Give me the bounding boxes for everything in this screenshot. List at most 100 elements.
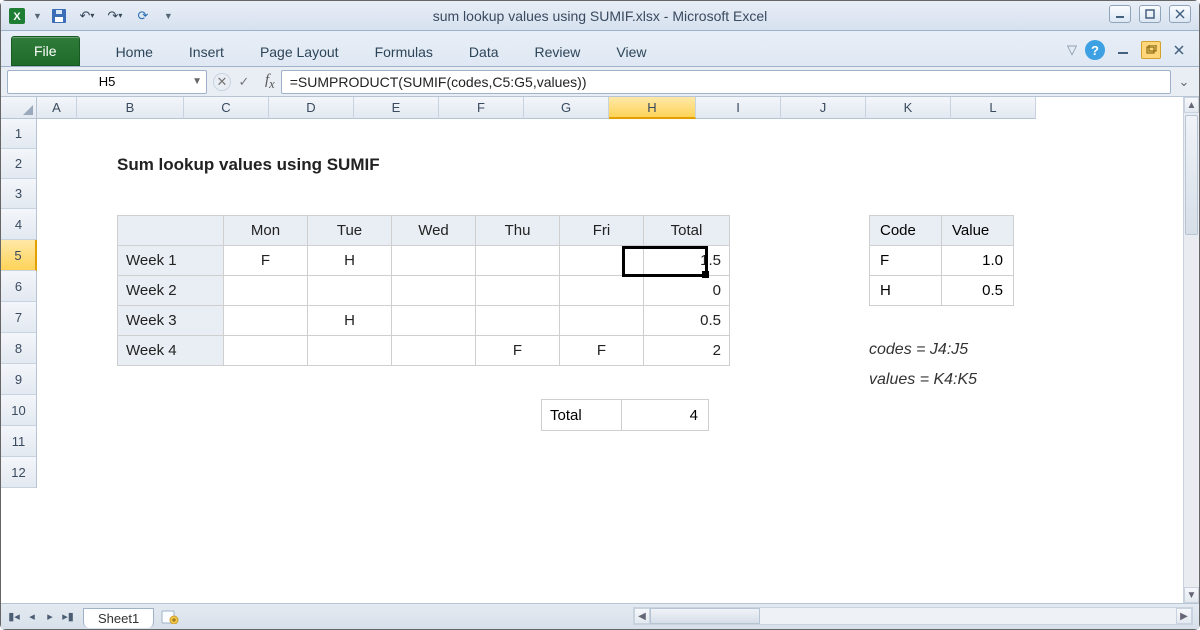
row-header-10[interactable]: 10 xyxy=(1,395,37,426)
tab-formulas[interactable]: Formulas xyxy=(357,38,451,66)
sheet-tab-sheet1[interactable]: Sheet1 xyxy=(83,608,154,628)
main-cell[interactable]: H xyxy=(308,246,392,276)
name-box-dropdown-icon[interactable]: ▼ xyxy=(192,76,202,87)
tab-home[interactable]: Home xyxy=(98,38,171,66)
formula-bar[interactable]: =SUMPRODUCT(SUMIF(codes,C5:G5,values)) xyxy=(281,70,1171,94)
main-cell[interactable] xyxy=(308,276,392,306)
qat-more-icon[interactable]: ▼ xyxy=(164,11,173,21)
sheet-nav-last-icon[interactable]: ▸▮ xyxy=(59,608,77,626)
new-sheet-icon[interactable] xyxy=(160,608,180,626)
svg-text:X: X xyxy=(13,11,21,23)
main-cell[interactable]: 0.5 xyxy=(644,306,730,336)
scroll-up-icon[interactable]: ▲ xyxy=(1184,97,1199,113)
sheet-nav-next-icon[interactable]: ▸ xyxy=(41,608,59,626)
select-all-corner[interactable] xyxy=(1,97,37,119)
row-header-3[interactable]: 3 xyxy=(1,179,37,209)
main-cell[interactable]: 2 xyxy=(644,336,730,366)
row-header-6[interactable]: 6 xyxy=(1,271,37,302)
undo-icon[interactable]: ↶▾ xyxy=(76,5,98,27)
sheet-nav-prev-icon[interactable]: ◂ xyxy=(23,608,41,626)
file-tab[interactable]: File xyxy=(11,36,80,66)
fx-icon[interactable]: fx xyxy=(265,72,275,92)
row-header-1[interactable]: 1 xyxy=(1,119,37,149)
column-header-K[interactable]: K xyxy=(866,97,951,119)
horizontal-scrollbar[interactable]: ◀ ▶ xyxy=(633,607,1193,625)
hscroll-track[interactable] xyxy=(650,608,1176,624)
main-cell[interactable] xyxy=(224,276,308,306)
name-box[interactable]: H5 ▼ xyxy=(7,70,207,94)
row-header-9[interactable]: 9 xyxy=(1,364,37,395)
close-button[interactable] xyxy=(1169,5,1191,23)
code-cell[interactable]: F xyxy=(870,246,942,276)
scroll-down-icon[interactable]: ▼ xyxy=(1184,587,1199,603)
column-header-J[interactable]: J xyxy=(781,97,866,119)
main-cell[interactable] xyxy=(476,276,560,306)
tab-data[interactable]: Data xyxy=(451,38,517,66)
row-header-2[interactable]: 2 xyxy=(1,149,37,179)
enter-formula-icon[interactable]: ✓ xyxy=(233,71,255,93)
main-cell[interactable] xyxy=(392,246,476,276)
row-header-12[interactable]: 12 xyxy=(1,457,37,488)
row-header-5[interactable]: 5 xyxy=(1,240,37,271)
row-header-11[interactable]: 11 xyxy=(1,426,37,457)
column-header-B[interactable]: B xyxy=(77,97,184,119)
doc-close-icon[interactable] xyxy=(1169,41,1189,59)
maximize-button[interactable] xyxy=(1139,5,1161,23)
doc-minimize-icon[interactable] xyxy=(1113,41,1133,59)
main-cell[interactable] xyxy=(224,306,308,336)
tab-view[interactable]: View xyxy=(598,38,664,66)
save-icon[interactable] xyxy=(48,5,70,27)
tab-insert[interactable]: Insert xyxy=(171,38,242,66)
code-cell[interactable]: H xyxy=(870,276,942,306)
vscroll-thumb[interactable] xyxy=(1185,115,1198,235)
help-icon[interactable]: ? xyxy=(1085,40,1105,60)
refresh-icon[interactable]: ⟳ xyxy=(132,5,154,27)
sheet-nav-first-icon[interactable]: ▮◂ xyxy=(5,608,23,626)
minimize-button[interactable] xyxy=(1109,5,1131,23)
value-cell[interactable]: 0.5 xyxy=(942,276,1014,306)
main-cell[interactable]: F xyxy=(224,246,308,276)
formula-bar-expand-icon[interactable]: ⌄ xyxy=(1175,74,1193,90)
column-header-F[interactable]: F xyxy=(439,97,524,119)
column-header-H[interactable]: H xyxy=(609,97,696,119)
column-header-G[interactable]: G xyxy=(524,97,609,119)
column-header-E[interactable]: E xyxy=(354,97,439,119)
main-cell[interactable] xyxy=(224,336,308,366)
tab-page-layout[interactable]: Page Layout xyxy=(242,38,357,66)
row-header-4[interactable]: 4 xyxy=(1,209,37,240)
main-cell[interactable] xyxy=(392,336,476,366)
column-header-D[interactable]: D xyxy=(269,97,354,119)
main-cell[interactable]: H xyxy=(308,306,392,336)
main-row-label: Week 3 xyxy=(118,306,224,336)
main-cell[interactable] xyxy=(308,336,392,366)
main-cell[interactable] xyxy=(476,306,560,336)
main-cell[interactable] xyxy=(560,306,644,336)
cancel-formula-icon[interactable]: ✕ xyxy=(213,73,231,91)
main-cell[interactable] xyxy=(560,246,644,276)
main-cell[interactable] xyxy=(476,246,560,276)
qat-dropdown-icon[interactable]: ▼ xyxy=(33,11,42,21)
column-header-I[interactable]: I xyxy=(696,97,781,119)
main-cell[interactable]: F xyxy=(476,336,560,366)
column-header-A[interactable]: A xyxy=(37,97,77,119)
doc-restore-icon[interactable] xyxy=(1141,41,1161,59)
value-cell[interactable]: 1.0 xyxy=(942,246,1014,276)
column-header-L[interactable]: L xyxy=(951,97,1036,119)
cells-area[interactable]: Sum lookup values using SUMIF MonTueWedT… xyxy=(37,119,1183,603)
column-header-C[interactable]: C xyxy=(184,97,269,119)
scroll-right-icon[interactable]: ▶ xyxy=(1176,608,1192,624)
ribbon-minimize-icon[interactable]: ▽ xyxy=(1067,42,1077,58)
hscroll-thumb[interactable] xyxy=(650,608,760,624)
main-cell[interactable]: 0 xyxy=(644,276,730,306)
main-cell[interactable] xyxy=(392,306,476,336)
scroll-left-icon[interactable]: ◀ xyxy=(634,608,650,624)
redo-icon[interactable]: ↷▾ xyxy=(104,5,126,27)
main-cell[interactable] xyxy=(560,276,644,306)
main-cell[interactable] xyxy=(392,276,476,306)
row-header-7[interactable]: 7 xyxy=(1,302,37,333)
tab-review[interactable]: Review xyxy=(517,38,599,66)
main-cell[interactable]: F xyxy=(560,336,644,366)
main-cell[interactable]: 1.5 xyxy=(644,246,730,276)
row-header-8[interactable]: 8 xyxy=(1,333,37,364)
vertical-scrollbar[interactable]: ▲ ▼ xyxy=(1183,97,1199,603)
